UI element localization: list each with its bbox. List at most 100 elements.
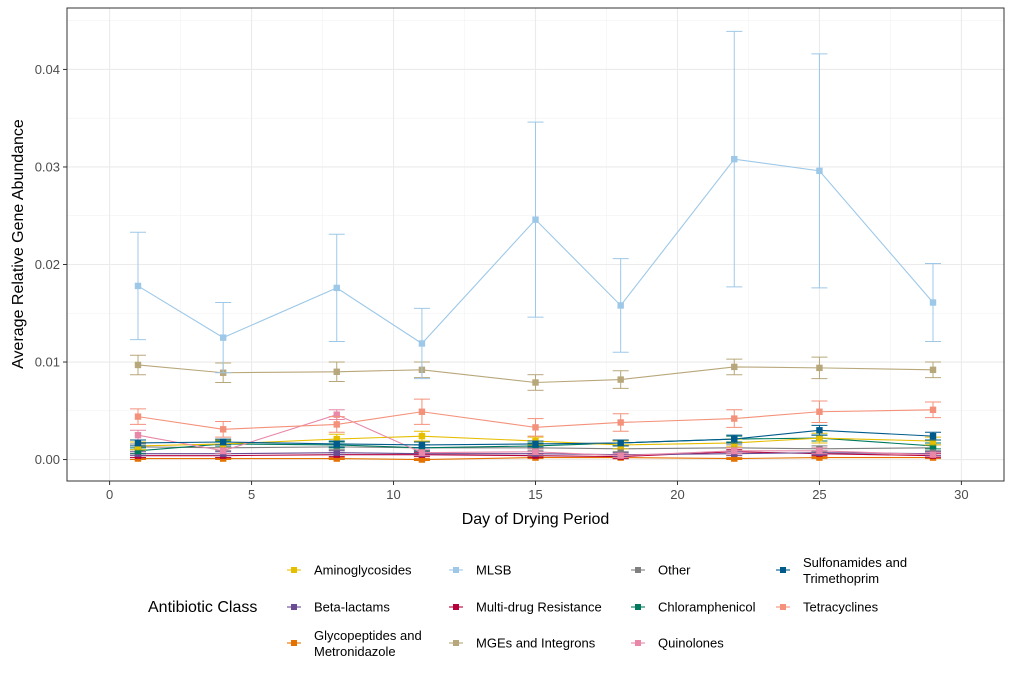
- data-point: [816, 408, 823, 415]
- legend-key-marker: [291, 640, 297, 646]
- data-point: [333, 421, 340, 428]
- data-point: [929, 366, 937, 374]
- data-point: [219, 334, 227, 341]
- series-mlsb: [129, 30, 942, 380]
- legend-item: MLSB: [449, 563, 511, 578]
- data-point: [929, 442, 937, 450]
- legend: Aminoglycosides Beta-lactams Glycopeptides…: [287, 555, 907, 659]
- y-axis-title: Average Relative Gene Abundance: [10, 119, 27, 369]
- axes: 0 5 10 15 20 25 30 0.00 0.01 0.02 0.03 0.04: [35, 62, 969, 502]
- y-tick-label: 0.01: [35, 355, 60, 370]
- x-tick-label: 20: [670, 487, 684, 502]
- legend-label: Aminoglycosides: [314, 563, 412, 578]
- data-point: [731, 455, 738, 462]
- data-point: [418, 456, 426, 463]
- legend-label: Chloramphenicol: [658, 600, 756, 615]
- data-point: [816, 364, 823, 372]
- data-point: [617, 452, 624, 459]
- legend-key-marker: [780, 567, 786, 573]
- legend-label: Multi-drug Resistance: [476, 600, 602, 615]
- data-point: [816, 167, 823, 175]
- data-point: [333, 435, 340, 443]
- series-layer: [129, 30, 942, 463]
- legend-item: Tetracyclines: [776, 600, 879, 615]
- data-point: [532, 379, 539, 386]
- legend-item: Aminoglycosides: [287, 563, 412, 578]
- legend-label: Sulfonamides and Trimethoprim: [803, 555, 907, 586]
- data-point: [731, 363, 738, 371]
- y-tick-label: 0.03: [35, 159, 60, 174]
- data-point: [134, 447, 142, 454]
- data-point: [731, 435, 738, 443]
- data-point: [929, 299, 937, 306]
- y-tick-label: 0.04: [35, 62, 60, 77]
- data-point: [617, 419, 624, 426]
- legend-item: Sulfonamides and Trimethoprim: [776, 555, 907, 586]
- data-point: [333, 440, 340, 448]
- data-point: [816, 454, 823, 461]
- legend-key-marker: [291, 604, 297, 610]
- x-axis-title: Day of Drying Period: [462, 511, 610, 528]
- data-point: [617, 439, 624, 447]
- legend-item: Glycopeptides and Metronidazole: [287, 628, 422, 659]
- data-point: [816, 434, 823, 442]
- data-point: [532, 440, 539, 448]
- legend-item: MGEs and Integrons: [449, 636, 596, 651]
- legend-label: MLSB: [476, 563, 511, 578]
- y-tick-label: 0.02: [35, 257, 60, 272]
- data-point: [418, 449, 426, 456]
- legend-title: Antibiotic Class: [148, 599, 257, 616]
- data-point: [929, 437, 937, 445]
- legend-key-marker: [635, 567, 641, 573]
- data-point: [219, 438, 227, 446]
- data-point: [816, 447, 823, 454]
- legend-key-marker: [453, 604, 459, 610]
- legend-key-marker: [453, 640, 459, 646]
- legend-item: Beta-lactams: [287, 600, 390, 615]
- data-point: [929, 451, 937, 458]
- data-point: [731, 415, 738, 422]
- data-point: [617, 376, 624, 383]
- x-tick-label: 10: [386, 487, 400, 502]
- data-point: [333, 449, 340, 456]
- legend-item: Chloramphenicol: [631, 600, 756, 615]
- legend-label: Glycopeptides and Metronidazole: [314, 628, 422, 659]
- legend-key-marker: [291, 567, 297, 573]
- x-tick-label: 15: [528, 487, 542, 502]
- series-tetracyclines: [129, 398, 942, 438]
- legend-key-marker: [635, 604, 641, 610]
- data-point: [333, 411, 340, 418]
- legend-key-marker: [453, 567, 459, 573]
- y-tick-label: 0.00: [35, 452, 60, 467]
- x-tick-label: 30: [954, 487, 968, 502]
- data-point: [333, 368, 340, 375]
- data-point: [418, 441, 426, 449]
- x-tick-label: 25: [812, 487, 826, 502]
- data-point: [134, 282, 142, 290]
- data-point: [532, 216, 539, 223]
- data-point: [731, 447, 738, 454]
- legend-label: MGEs and Integrons: [476, 636, 596, 651]
- data-point: [418, 408, 426, 415]
- legend-key-marker: [635, 640, 641, 646]
- data-point: [418, 432, 426, 440]
- legend-item: Quinolones: [631, 636, 724, 651]
- legend-key-marker: [780, 604, 786, 610]
- data-point: [219, 426, 227, 433]
- data-point: [134, 361, 142, 369]
- legend-item: Multi-drug Resistance: [449, 600, 602, 615]
- data-point: [333, 455, 340, 462]
- series-sulfonamides-and-trimethoprim: [129, 424, 942, 449]
- data-point: [731, 155, 738, 163]
- legend-label: Other: [658, 563, 691, 578]
- data-point: [532, 424, 539, 431]
- data-point: [929, 406, 937, 414]
- data-point: [333, 284, 340, 292]
- x-tick-label: 5: [248, 487, 255, 502]
- legend-label: Tetracyclines: [803, 600, 879, 615]
- data-point: [532, 448, 539, 455]
- x-tick-label: 0: [106, 487, 113, 502]
- legend-label: Quinolones: [658, 636, 724, 651]
- data-point: [134, 413, 142, 420]
